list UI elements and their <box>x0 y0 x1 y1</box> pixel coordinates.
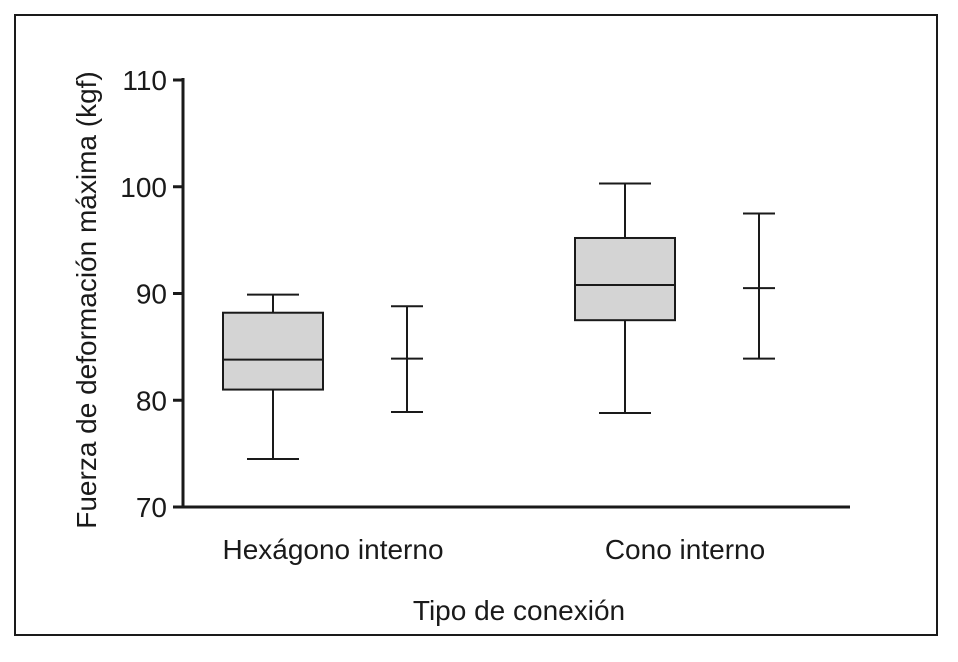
category-labels: Hexágono interno Cono interno <box>222 534 765 565</box>
x-category-label: Cono interno <box>605 534 765 565</box>
error-bar-2 <box>743 212 775 360</box>
box-2 <box>574 182 676 415</box>
y-tick-label: 80 <box>136 385 167 416</box>
x-axis-title: Tipo de conexión <box>413 595 625 626</box>
y-tick-label: 70 <box>136 492 167 523</box>
y-ticks: 70 80 90 100 110 <box>120 65 183 523</box>
y-tick-label: 90 <box>136 279 167 310</box>
iqr-box <box>222 311 324 391</box>
x-category-label: Hexágono interno <box>222 534 443 565</box>
box-1 <box>222 293 324 460</box>
y-tick-label: 110 <box>122 65 167 96</box>
error-bar-1 <box>391 305 423 413</box>
y-tick-label: 100 <box>120 172 167 203</box>
axes <box>181 78 850 509</box>
figure-frame <box>14 14 938 636</box>
y-axis-title: Fuerza de deformación máxima (kgf) <box>71 71 102 529</box>
plot-marks <box>222 182 775 460</box>
iqr-box <box>574 236 676 322</box>
